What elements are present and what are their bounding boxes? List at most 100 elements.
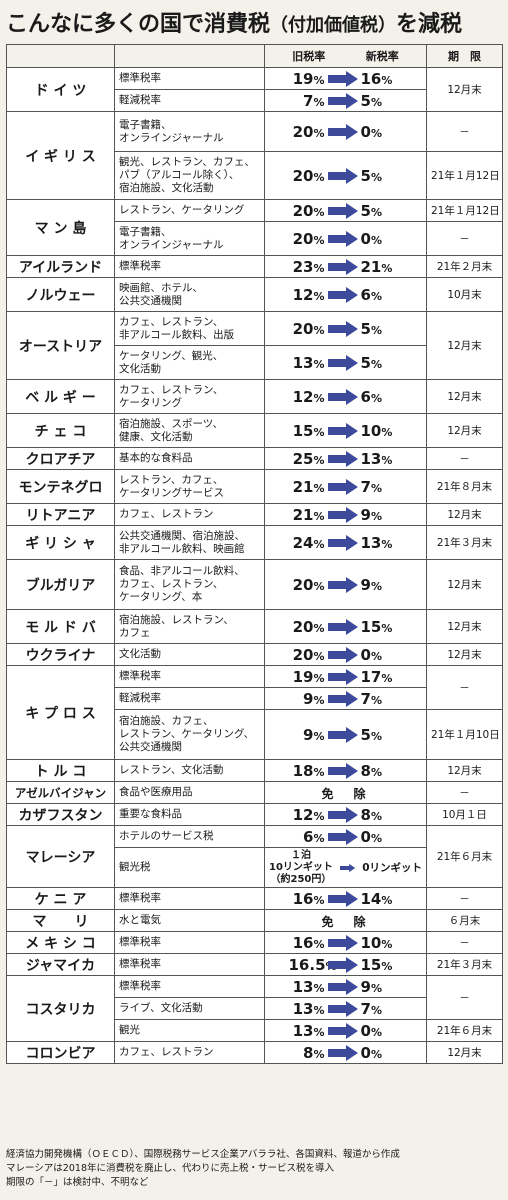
country-name: マ ン 島 [6,199,115,256]
rate-change: 12% 8% [264,803,427,826]
old-rate: 20% [292,320,325,339]
right-arrow-icon [327,829,358,846]
deadline: 12月末 [426,413,503,448]
table-row: 観光税 １泊 10リンギット （約250円） 0リンギット [7,847,503,888]
tax-item: 食品や医療用品 [114,781,265,804]
new-rate: 13% [360,534,393,553]
tax-item: 重要な食料品 [114,803,265,826]
new-rate: 8% [360,762,382,781]
tax-item: 標準税率 [114,255,265,278]
country-name: ノルウェー [6,277,115,312]
old-rate: 25% [292,450,325,469]
table-row: 電子書籍、 オンラインジャーナル 20% 0% － [7,221,503,256]
header-rates: 旧税率 新税率 [264,44,427,68]
table-row: 観光、レストラン、カフェ、 パブ（アルコール除く）、 宿泊施設、文化活動 20% 5% 2… [7,151,503,200]
right-arrow-icon [327,727,358,744]
table-row: オーストリア カフェ、レストラン、 非アルコール飲料、出版 20% 5% 12月末 [6,311,503,380]
rate-change: 16% 14% [264,887,427,910]
table-row: アイルランド 標準税率 23% 21% 21年２月末 [6,255,503,278]
deadline: 12月末 [426,609,503,644]
deadline: － [426,975,503,1020]
table-row: マレーシア ホテルのサービス税 6% 0% 21年６月末 [6,825,503,888]
rate-change: 20% 9% [264,559,427,610]
tax-item: ライブ、文化活動 [114,997,265,1020]
right-arrow-icon [327,1045,358,1062]
table-row: チ ェ コ宿泊施設、スポーツ、 健康、文化活動 15% 10% 12月末 [6,413,503,448]
right-arrow-icon [327,168,358,185]
country-name: キ プ ロ ス [6,665,115,760]
table-row: 観光 13% 0% 21年６月末 [7,1019,503,1042]
old-rate: 24% [292,534,325,553]
deadline: 12月末 [426,559,503,610]
rate-change: 24% 13% [264,525,427,560]
rate-change: 23% 21% [264,255,427,278]
table-row: ブルガリア 食品、非アルコール飲料、 カフェ、レストラン、 ケータリング、本 20% 9%… [6,559,503,610]
old-rate: 20% [292,576,325,595]
country-name: ブルガリア [6,559,115,610]
new-rate: 7% [360,1000,382,1019]
tax-item: 標準税率 [114,931,265,954]
deadline: 12月末 [426,759,503,782]
tax-item: 水と電気 [114,909,265,932]
new-rate: 17% [360,668,393,687]
table-row: リトアニア カフェ、レストラン 21% 9% 12月末 [6,503,503,526]
rate-change: １泊 10リンギット （約250円） 0リンギット [264,847,427,888]
tax-item: カフェ、レストラン [114,1041,265,1064]
rate-change: 9% 5% [264,709,427,760]
tax-item: 宿泊施設、カフェ、 レストラン、ケータリング、 公共交通機関 [114,709,265,760]
new-rate: 5% [360,92,382,111]
deadline: 21年１月12日 [426,199,503,222]
new-rate: 13% [360,450,393,469]
country-name: ド イ ツ [6,67,115,112]
old-rate: 13% [292,1022,325,1041]
rate-change: 12% 6% [264,277,427,312]
tax-item: ホテルのサービス税 [114,825,265,848]
old-rate: 12% [292,806,325,825]
tax-item: ケータリング、観光、 文化活動 [114,345,265,380]
new-rate: 7% [360,690,382,709]
country-name: クロアチア [6,447,115,470]
table-row: マ リ水と電気 免 除 ６月末 [6,909,503,932]
rate-change: 16.5% 15% [264,953,427,976]
rate-change: 7% 5% [264,89,427,112]
country-name: ト ル コ [6,759,115,782]
table-row: ライブ、文化活動 13% 7% [7,997,503,1020]
rate-change: 13% 5% [264,345,427,380]
rate-change: 20% 0% [264,111,427,152]
rate-change: 6% 0% [264,825,427,848]
tax-item: カフェ、レストラン、 非アルコール飲料、出版 [114,311,265,346]
deadline: － [426,887,503,910]
old-tax-amount: １泊 10リンギット （約250円） [269,849,333,885]
deadline: － [426,111,503,152]
rate-change: 8% 0% [264,1041,427,1064]
tax-item: 文化活動 [114,643,265,666]
deadline: － [426,221,503,256]
right-arrow-icon [327,957,358,974]
new-rate: 10% [360,934,393,953]
country-name: モ ル ド バ [6,609,115,644]
table-header-row: 旧税率 新税率 期 限 [6,44,503,68]
old-rate: 12% [292,286,325,305]
new-rate: 0% [360,646,382,665]
right-arrow-icon [327,507,358,524]
right-arrow-icon [327,891,358,908]
new-rate: 21% [360,258,393,277]
old-rate: 7% [303,92,325,111]
right-arrow-icon [327,355,358,372]
rate-change: 免 除 [264,781,427,804]
deadline: 12月末 [426,311,503,380]
tax-item: 宿泊施設、レストラン、 カフェ [114,609,265,644]
deadline: － [426,781,503,804]
country-name: アゼルバイジャン [6,781,115,804]
deadline: 21年６月末 [426,825,503,888]
rate-change: 20% 0% [264,643,427,666]
tax-item: レストラン、ケータリング [114,199,265,222]
old-rate: 16% [292,934,325,953]
table-row: マ ン 島レストラン、ケータリング 20% 5% 21年１月12日 [6,199,503,256]
tax-item: 標準税率 [114,665,265,688]
deadline: 21年１月12日 [426,151,503,200]
new-rate: 5% [360,167,382,186]
old-rate: 9% [303,690,325,709]
footnote-period: 期限の「－」は検討中、不明など [6,1177,149,1188]
country-name: コスタリカ [6,975,115,1042]
